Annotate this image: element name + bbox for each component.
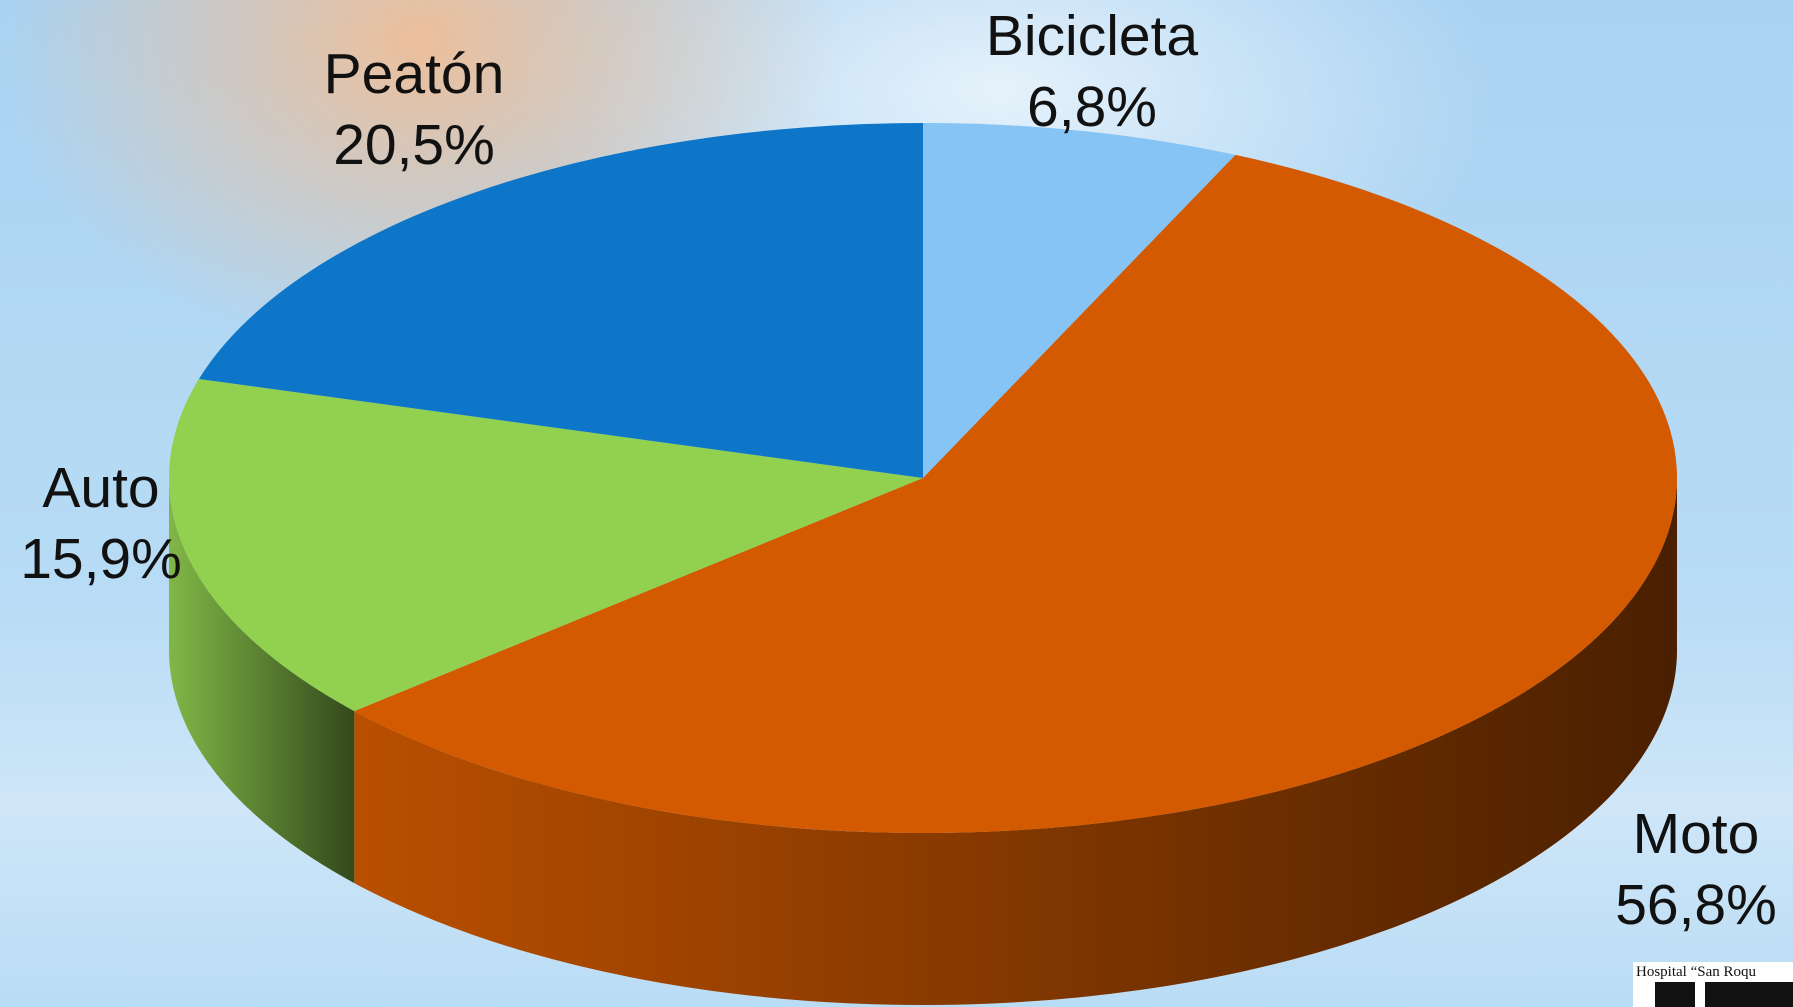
slice-label: Auto (42, 456, 159, 520)
slice-label: Peatón (324, 42, 505, 106)
slice-top (354, 154, 1677, 834)
labels: Bicicleta 6,8% Moto 56,8% Auto 15,9% Peatón 20,… (20, 4, 1777, 937)
logo-text: Hospital “San Roqu (1636, 964, 1756, 980)
pie (168, 122, 1678, 1005)
slice (354, 154, 1678, 1005)
slice (168, 378, 923, 884)
slice-label: Bicicleta (986, 4, 1199, 68)
slice (923, 123, 1236, 478)
slice-label: Moto (1633, 802, 1760, 866)
slice-top (168, 378, 923, 712)
logo-icon (1655, 982, 1695, 1007)
slice-value-label: 15,9% (20, 527, 182, 591)
slice-value-label: 6,8% (1027, 75, 1157, 139)
slice-side-shade (169, 478, 355, 884)
slice-value-label: 20,5% (333, 113, 495, 177)
slice (198, 122, 923, 478)
slice-value-label: 56,8% (1615, 873, 1777, 937)
slice-top (198, 122, 923, 478)
slice-side-shade (354, 478, 1678, 1005)
slice-top (923, 123, 1236, 478)
logo-icon (1705, 982, 1793, 1007)
